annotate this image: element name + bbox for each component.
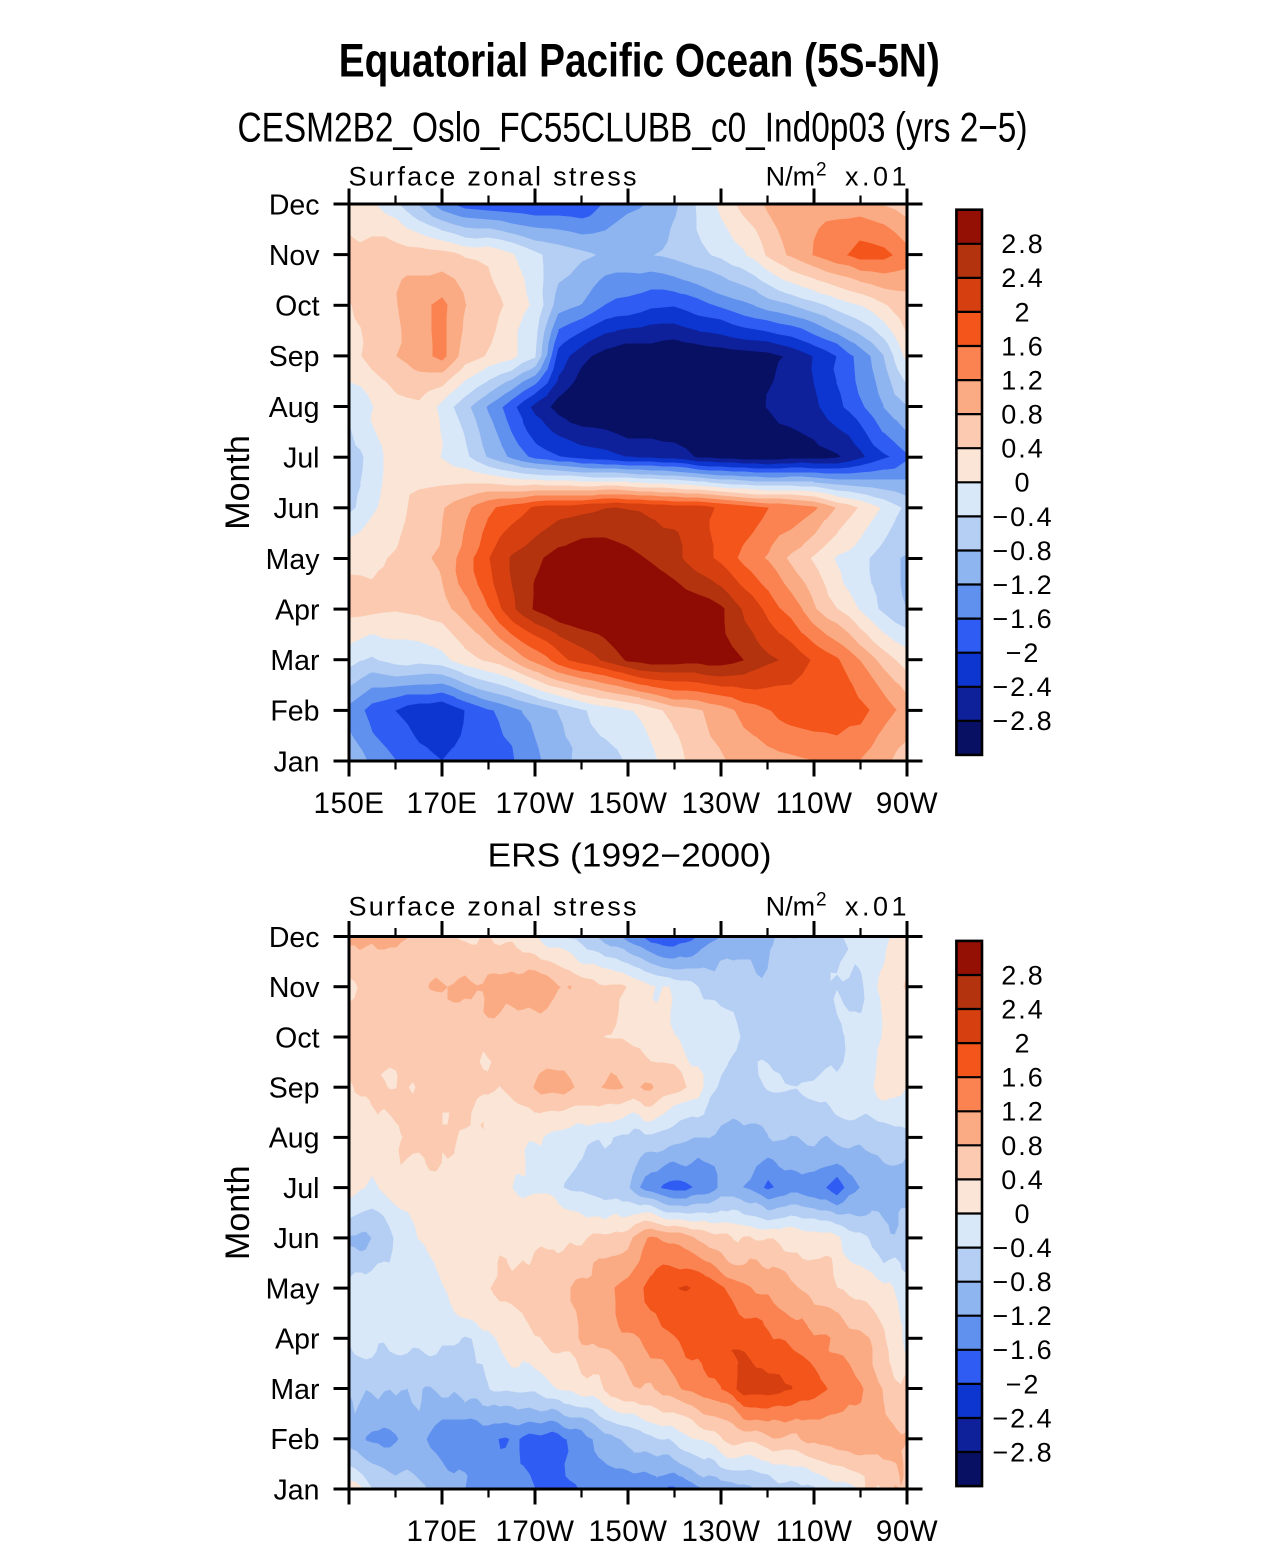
svg-text:0.8: 0.8 xyxy=(1001,400,1045,430)
svg-text:Sep: Sep xyxy=(269,1073,320,1105)
svg-text:Jan: Jan xyxy=(274,746,320,778)
svg-text:130W: 130W xyxy=(681,1515,760,1548)
svg-text:2: 2 xyxy=(1014,1029,1031,1059)
svg-text:2.8: 2.8 xyxy=(1001,229,1045,259)
svg-text:2.8: 2.8 xyxy=(1001,960,1045,990)
svg-text:Jul: Jul xyxy=(283,1173,319,1205)
svg-text:−2: −2 xyxy=(1006,638,1041,668)
svg-text:Surface zonal stress: Surface zonal stress xyxy=(349,162,637,192)
svg-text:150W: 150W xyxy=(588,787,667,820)
svg-text:130W: 130W xyxy=(681,787,760,820)
svg-text:−2: −2 xyxy=(1006,1369,1041,1399)
svg-text:0.8: 0.8 xyxy=(1001,1131,1045,1161)
svg-text:0.4: 0.4 xyxy=(1001,1165,1045,1195)
svg-text:Jun: Jun xyxy=(274,493,320,525)
svg-text:−0.8: −0.8 xyxy=(992,1267,1053,1297)
svg-text:150E: 150E xyxy=(314,787,385,820)
svg-text:N/m: N/m xyxy=(766,162,816,192)
svg-text:−1.6: −1.6 xyxy=(992,604,1053,634)
svg-text:Aug: Aug xyxy=(269,1123,320,1155)
svg-text:150W: 150W xyxy=(588,1515,667,1548)
svg-text:Jul: Jul xyxy=(283,443,319,475)
svg-text:Nov: Nov xyxy=(269,240,320,272)
svg-text:110W: 110W xyxy=(776,1515,853,1548)
svg-text:170W: 170W xyxy=(495,787,574,820)
svg-text:170W: 170W xyxy=(495,1515,574,1548)
svg-text:1.2: 1.2 xyxy=(1001,366,1045,396)
svg-text:Apr: Apr xyxy=(275,594,320,626)
svg-text:Sep: Sep xyxy=(269,341,320,373)
svg-text:−0.4: −0.4 xyxy=(992,1233,1053,1263)
svg-text:Apr: Apr xyxy=(275,1324,320,1356)
svg-text:−2.8: −2.8 xyxy=(992,706,1053,736)
svg-text:1.2: 1.2 xyxy=(1001,1097,1045,1127)
svg-text:ERS (1992−2000): ERS (1992−2000) xyxy=(488,837,772,874)
svg-text:−1.2: −1.2 xyxy=(992,570,1053,600)
svg-text:2.4: 2.4 xyxy=(1001,263,1045,293)
svg-text:May: May xyxy=(266,1273,321,1305)
svg-text:0.4: 0.4 xyxy=(1001,434,1045,464)
svg-text:Aug: Aug xyxy=(269,392,320,424)
svg-text:−2.4: −2.4 xyxy=(992,672,1053,702)
svg-text:Oct: Oct xyxy=(275,291,319,323)
svg-text:Nov: Nov xyxy=(269,972,320,1004)
svg-text:Surface zonal stress: Surface zonal stress xyxy=(349,892,637,922)
svg-text:x.01: x.01 xyxy=(845,892,910,922)
svg-text:−2.4: −2.4 xyxy=(992,1403,1053,1433)
svg-text:Oct: Oct xyxy=(275,1022,319,1054)
svg-text:2: 2 xyxy=(1014,297,1031,327)
svg-text:N/m: N/m xyxy=(766,892,816,922)
svg-text:110W: 110W xyxy=(776,787,853,820)
svg-text:Feb: Feb xyxy=(270,1424,319,1456)
svg-text:90W: 90W xyxy=(876,787,938,820)
svg-text:−2.8: −2.8 xyxy=(992,1437,1053,1467)
svg-text:−0.8: −0.8 xyxy=(992,536,1053,566)
svg-text:−1.2: −1.2 xyxy=(992,1301,1053,1331)
svg-text:May: May xyxy=(266,544,321,576)
svg-text:Dec: Dec xyxy=(269,922,320,954)
svg-text:Mar: Mar xyxy=(270,645,320,677)
svg-text:1.6: 1.6 xyxy=(1001,331,1045,361)
svg-text:Jan: Jan xyxy=(274,1474,320,1506)
svg-text:0: 0 xyxy=(1014,1199,1031,1229)
svg-text:Mar: Mar xyxy=(270,1374,320,1406)
svg-text:−1.6: −1.6 xyxy=(992,1335,1053,1365)
svg-text:Equatorial Pacific Ocean (5S-5: Equatorial Pacific Ocean (5S-5N) xyxy=(339,34,940,87)
svg-text:170E: 170E xyxy=(407,787,478,820)
svg-text:2.4: 2.4 xyxy=(1001,994,1045,1024)
svg-text:x.01: x.01 xyxy=(845,162,910,192)
svg-text:Month: Month xyxy=(219,435,257,530)
svg-text:Feb: Feb xyxy=(270,696,319,728)
svg-text:2: 2 xyxy=(816,160,827,181)
svg-text:CESM2B2_Oslo_FC55CLUBB_c0_Ind0: CESM2B2_Oslo_FC55CLUBB_c0_Ind0p03 (yrs 2… xyxy=(238,104,1028,151)
svg-text:0: 0 xyxy=(1014,468,1031,498)
svg-text:Jun: Jun xyxy=(274,1223,320,1255)
svg-text:90W: 90W xyxy=(876,1515,938,1548)
svg-text:2: 2 xyxy=(816,890,827,911)
svg-text:Month: Month xyxy=(219,1165,257,1260)
svg-text:−0.4: −0.4 xyxy=(992,502,1053,532)
svg-text:1.6: 1.6 xyxy=(1001,1063,1045,1093)
svg-text:Dec: Dec xyxy=(269,189,320,221)
svg-text:170E: 170E xyxy=(407,1515,478,1548)
